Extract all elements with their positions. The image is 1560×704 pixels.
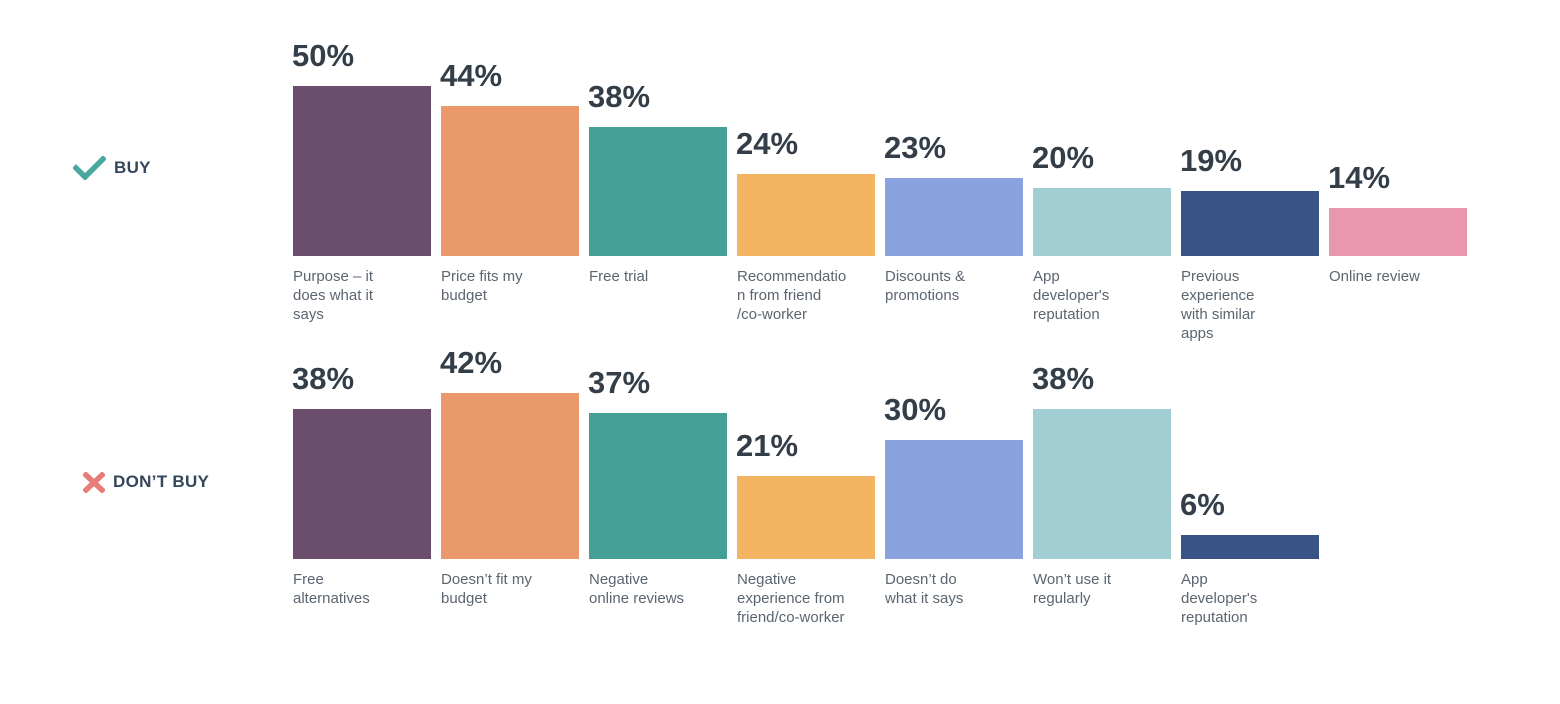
bar [1033, 409, 1171, 559]
bar [589, 127, 727, 256]
bar [885, 178, 1023, 256]
bar [1181, 191, 1319, 256]
bar [441, 393, 579, 559]
bar-category-label: Previous experience with similar apps [1181, 268, 1256, 342]
bar-value-label: 38% [292, 361, 355, 396]
legend-buy-label: BUY [114, 158, 151, 177]
bar [737, 174, 875, 256]
bar-category-label: Free alternatives [293, 571, 370, 607]
x-icon [83, 471, 105, 493]
bar-category-label: Negative online reviews [589, 571, 685, 607]
bar-value-label: 14% [1328, 160, 1391, 195]
bar-value-label: 20% [1032, 140, 1095, 175]
bar-value-label: 30% [884, 392, 947, 427]
bar-value-label: 42% [440, 345, 503, 380]
bar [589, 413, 727, 559]
bar-value-label: 37% [588, 365, 651, 400]
bar [1181, 535, 1319, 559]
bar-value-label: 38% [588, 79, 651, 114]
bar-value-label: 6% [1180, 487, 1225, 522]
bar [737, 476, 875, 559]
bar-value-label: 19% [1180, 143, 1243, 178]
check-icon [73, 156, 106, 180]
bar-category-label: Discounts & promotions [885, 268, 966, 304]
bar-category-label: Online review [1329, 268, 1420, 285]
bar-value-label: 50% [292, 38, 355, 73]
bar-value-label: 21% [736, 428, 799, 463]
bar-category-label: App developer's reputation [1033, 268, 1110, 323]
legend-dont-buy-label: DON’T BUY [113, 472, 210, 491]
bar-value-label: 44% [440, 58, 503, 93]
bar [293, 409, 431, 559]
legend-dont-buy: DON’T BUY [83, 468, 209, 496]
bar-category-label: Recommendatio n from friend /co-worker [737, 268, 847, 323]
bar-category-label: Price fits my budget [441, 268, 523, 304]
legend-buy: BUY [73, 154, 151, 182]
bar-category-label: Negative experience from friend/co-worke… [737, 571, 845, 626]
bar [293, 86, 431, 256]
bar [1329, 208, 1467, 256]
bar-category-label: Doesn’t fit my budget [441, 571, 532, 607]
bar-category-label: Won’t use it regularly [1033, 571, 1112, 607]
bar-value-label: 24% [736, 126, 799, 161]
bar-category-label: Purpose – it does what it says [293, 268, 374, 323]
bar-category-label: Free trial [589, 268, 649, 285]
bar-category-label: Doesn’t do what it says [885, 571, 964, 607]
bar [1033, 188, 1171, 256]
bar [441, 106, 579, 256]
bar-value-label: 38% [1032, 361, 1095, 396]
bar-value-label: 23% [884, 130, 947, 165]
bar-category-label: App developer's reputation [1181, 571, 1258, 626]
bar [885, 440, 1023, 559]
